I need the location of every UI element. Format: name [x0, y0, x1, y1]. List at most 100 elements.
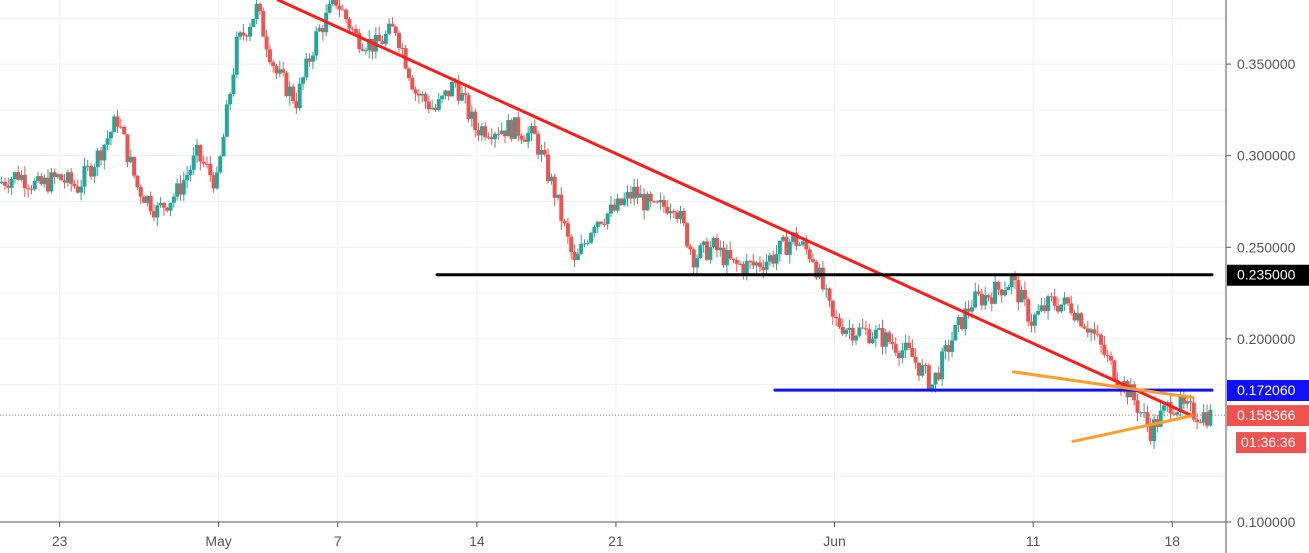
candle-body	[1085, 328, 1090, 333]
candle-body	[807, 249, 812, 260]
candle-body	[443, 90, 448, 96]
candle-body	[350, 28, 355, 30]
candle-body	[85, 165, 90, 167]
price-badge	[1227, 380, 1309, 402]
candle-body	[310, 55, 315, 62]
candle-body	[956, 317, 961, 326]
candle-body	[860, 327, 865, 329]
x-tick-label: 21	[608, 533, 624, 549]
candle-body	[112, 116, 117, 132]
trendline[interactable]	[1071, 414, 1194, 443]
candle-body	[979, 293, 984, 306]
candle-body	[19, 174, 24, 180]
candle-body	[748, 260, 753, 262]
candle-body	[450, 82, 455, 97]
candle-body	[532, 125, 537, 134]
candle-body	[724, 250, 729, 266]
candle-body	[973, 291, 978, 308]
candle-body	[132, 156, 137, 176]
candle-body	[718, 247, 723, 251]
candle-body	[946, 345, 951, 352]
candle-body	[731, 258, 736, 260]
candle-body	[327, 4, 332, 13]
candle-body	[887, 332, 892, 342]
candle-body	[1145, 412, 1150, 425]
candle-body	[208, 163, 213, 176]
candle-body	[678, 210, 683, 219]
candle-body	[201, 161, 206, 164]
candle-body	[950, 340, 955, 352]
candle-body	[317, 28, 322, 32]
candle-body	[738, 263, 743, 265]
candle-body	[916, 362, 921, 376]
candle-body	[347, 19, 352, 29]
candle-body	[145, 196, 150, 203]
candle-body	[834, 316, 839, 319]
candle-body	[1191, 402, 1196, 420]
candle-body	[1032, 314, 1037, 326]
candle-body	[665, 206, 670, 214]
candle-body	[59, 174, 64, 181]
x-tick-label: 18	[1164, 533, 1180, 549]
candle-body	[1135, 400, 1140, 413]
candle-body	[827, 288, 832, 301]
candle-body	[1062, 297, 1067, 305]
candle-body	[936, 372, 941, 380]
price-badges: 0.235000 0.172060 0.158366 01:36:36	[1227, 264, 1309, 454]
candle-body	[671, 211, 676, 213]
candle-body	[413, 89, 418, 94]
candle-body	[1042, 305, 1047, 311]
candle-body	[271, 62, 276, 66]
candle-body	[542, 150, 547, 155]
candle-body	[933, 372, 938, 385]
candle-body	[1039, 305, 1044, 311]
candle-body	[82, 166, 87, 187]
candle-body	[774, 254, 779, 264]
candle-body	[814, 261, 819, 278]
candle-body	[175, 183, 180, 197]
candle-body	[367, 38, 372, 51]
candle-body	[9, 179, 14, 188]
candle-body	[744, 260, 749, 274]
candle-body	[42, 177, 47, 185]
candle-body	[168, 202, 173, 211]
candle-body	[751, 261, 756, 266]
candle-body	[426, 101, 431, 110]
candle-body	[688, 246, 693, 250]
candle-body	[195, 144, 200, 156]
candle-body	[473, 111, 478, 131]
candle-body	[433, 107, 438, 110]
trendline[interactable]	[1011, 370, 1194, 399]
candle-body	[165, 207, 170, 211]
candle-body	[297, 83, 302, 109]
candle-body	[446, 90, 451, 97]
candle-body	[1178, 396, 1183, 413]
candle-body	[999, 289, 1004, 296]
x-tick-label: 7	[334, 533, 342, 549]
candle-body	[198, 144, 203, 162]
candle-body	[1168, 402, 1173, 414]
candle-body	[453, 82, 458, 84]
y-tick-label: 0.350000	[1237, 56, 1296, 72]
candle-body	[32, 180, 37, 190]
candle-body	[940, 351, 945, 380]
candle-body	[552, 176, 557, 198]
trendline[interactable]	[276, 0, 1194, 418]
candle-body	[254, 3, 259, 19]
candle-body	[562, 220, 567, 224]
candle-body	[360, 49, 365, 51]
candle-body	[983, 295, 988, 306]
candle-body	[628, 192, 633, 199]
candle-body	[161, 202, 166, 208]
candle-body	[880, 328, 885, 347]
candle-body	[125, 134, 130, 163]
price-badge	[1227, 405, 1309, 427]
candle-body	[655, 201, 660, 203]
candle-body	[499, 130, 504, 134]
candle-body	[824, 288, 829, 290]
candle-body	[238, 32, 243, 37]
candle-body	[294, 101, 299, 109]
candle-body	[380, 41, 385, 44]
